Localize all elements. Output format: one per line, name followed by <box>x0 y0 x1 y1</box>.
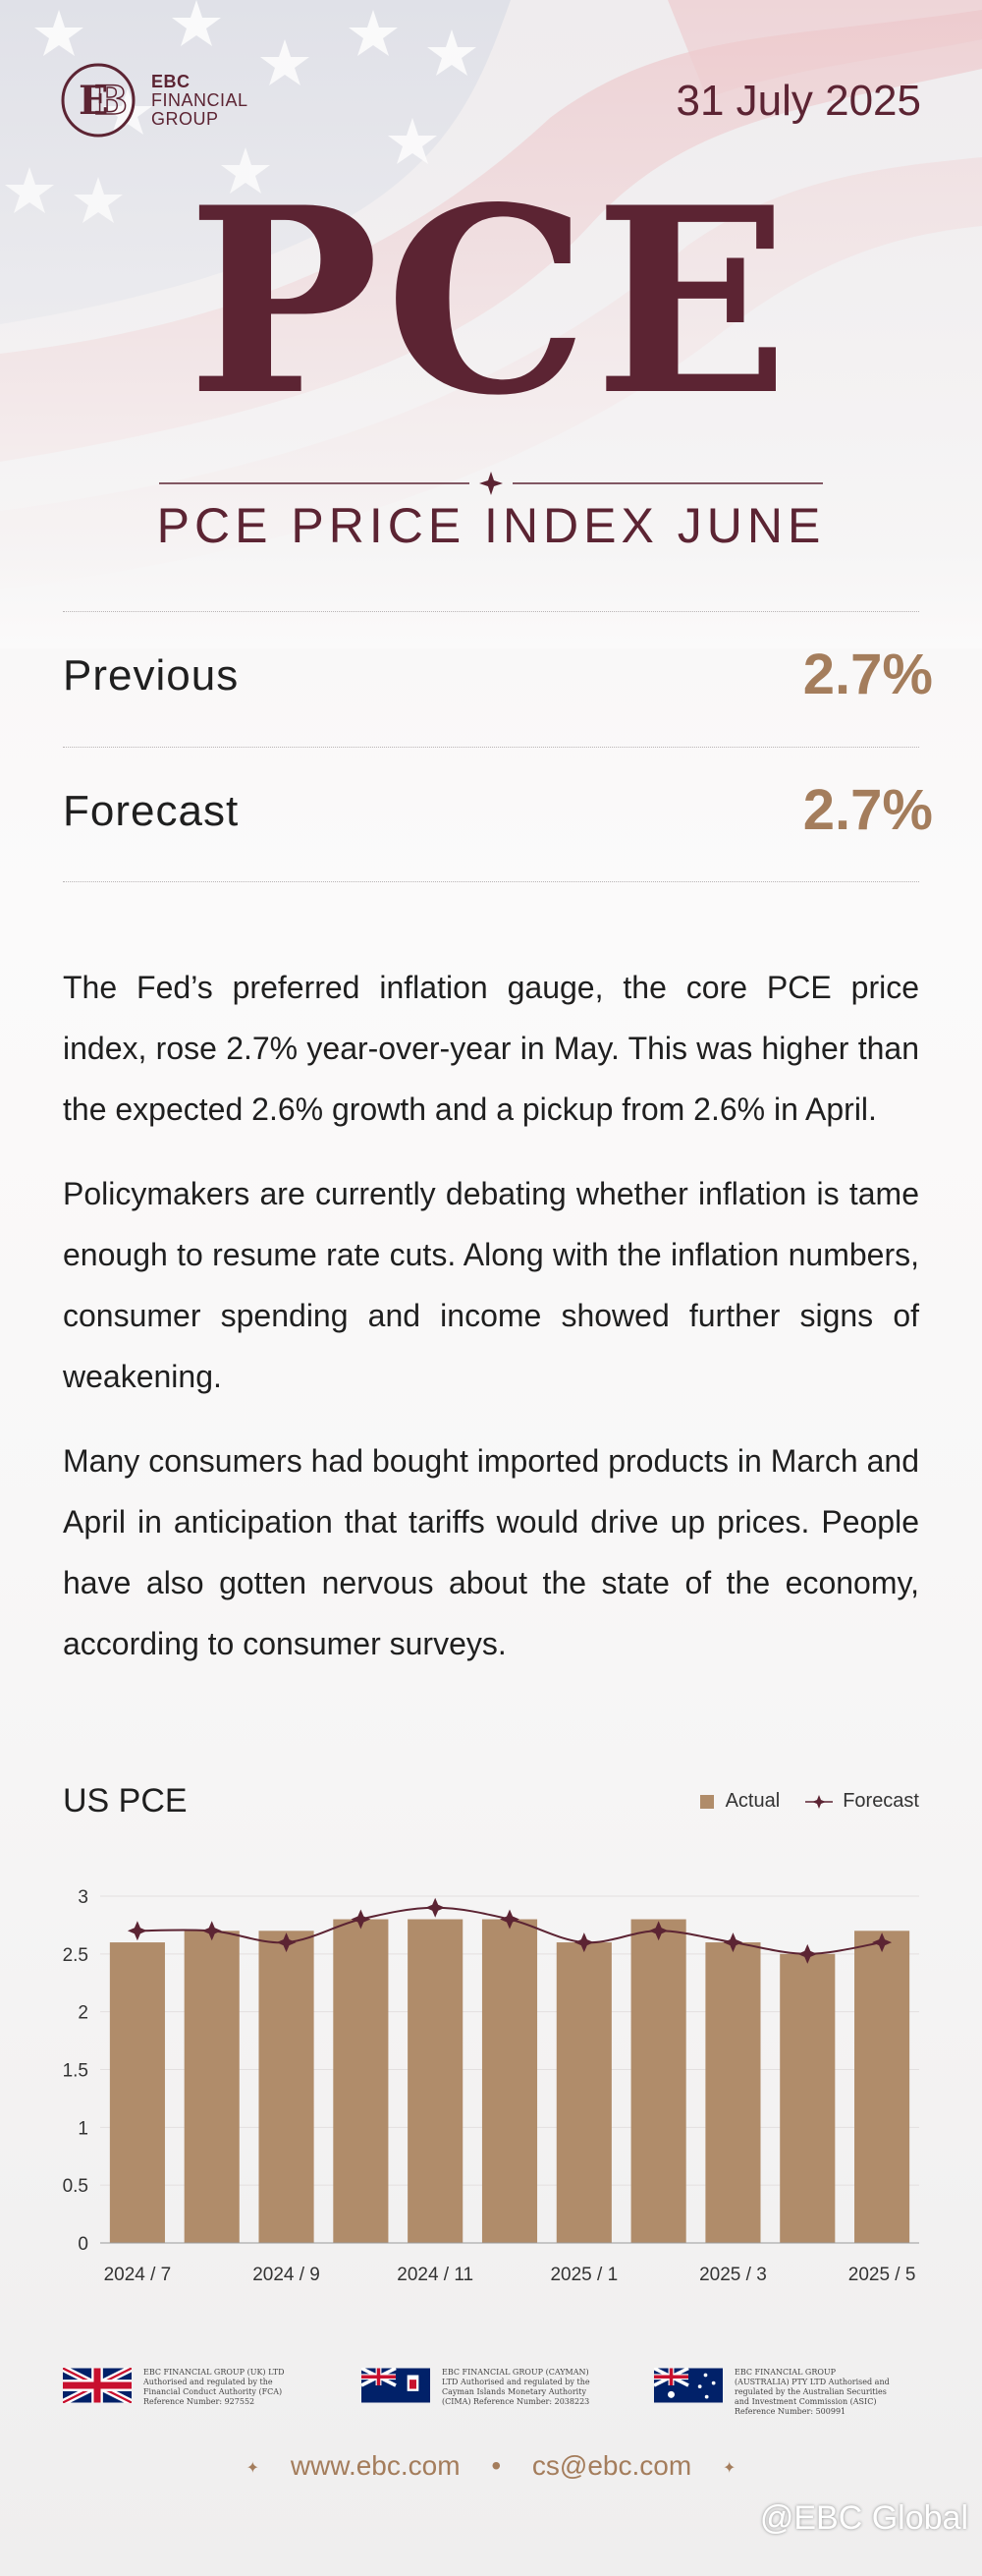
y-tick-label: 0 <box>78 2234 88 2255</box>
x-tick-label: 2024 / 9 <box>252 2265 320 2285</box>
x-tick-label: 2025 / 1 <box>550 2265 618 2285</box>
paragraph: Many consumers had bought imported produ… <box>63 1443 919 1661</box>
regulator-australia: EBC FINANCIAL GROUP (AUSTRALIA) PTY LTD … <box>654 2368 892 2417</box>
y-tick-label: 1 <box>78 2118 88 2139</box>
forecast-point <box>648 1921 669 1941</box>
stat-value: 2.7% <box>802 643 933 706</box>
chart-legend: Actual Forecast <box>675 1790 919 1813</box>
brand-logo: E B EBC FINANCIAL GROUP <box>59 61 248 140</box>
x-tick-label: 2025 / 5 <box>848 2265 916 2285</box>
watermark: @EBC Global <box>759 2499 968 2537</box>
forecast-point <box>351 1909 371 1930</box>
article-body: The Fed’s preferred inflation gauge, the… <box>63 957 919 1698</box>
bar-actual <box>854 1931 910 2243</box>
forecast-point <box>425 1897 446 1918</box>
y-tick-label: 2.5 <box>63 1945 88 1966</box>
sparkle-icon: ✦ <box>722 2459 736 2477</box>
ebc-logo-icon: E B <box>61 63 136 138</box>
page-subtitle: PCE PRICE INDEX JUNE <box>156 498 826 553</box>
regulator-text: EBC FINANCIAL GROUP (CAYMAN) LTD Authori… <box>442 2368 590 2406</box>
forecast-point <box>573 1932 594 1953</box>
brand-line-1: EBC <box>151 71 191 91</box>
bar-actual <box>780 1953 836 2243</box>
x-tick-label: 2025 / 3 <box>699 2265 767 2285</box>
forecast-point <box>276 1932 297 1953</box>
background-flag <box>0 0 982 648</box>
stat-value: 2.7% <box>802 778 933 842</box>
forecast-point <box>500 1909 519 1930</box>
us-pce-chart: 0 0.5 1 1.5 2 2.5 3 2024 / 7 2024 / 9 2024 / 11 20… <box>63 1887 919 2285</box>
paragraph: The Fed’s preferred inflation gauge, the… <box>63 970 919 1127</box>
stat-row-forecast: Forecast 2.7% <box>63 747 933 882</box>
brand-name: EBC FINANCIAL GROUP <box>151 71 248 129</box>
legend-item-actual: Actual <box>699 1790 781 1813</box>
forecast-point <box>723 1932 743 1953</box>
forecast-point <box>201 1921 222 1941</box>
website-link[interactable]: www.ebc.com <box>290 2450 461 2481</box>
legend-item-forecast: Forecast <box>805 1790 919 1813</box>
regulator-text: EBC FINANCIAL GROUP (AUSTRALIA) PTY LTD … <box>735 2368 890 2416</box>
stat-label: Previous <box>63 651 240 700</box>
forecast-point <box>127 1921 147 1941</box>
bar-actual <box>630 1919 686 2243</box>
y-tick-label: 0.5 <box>63 2176 88 2197</box>
legend-swatch-actual <box>699 1794 714 1809</box>
svg-text:B: B <box>94 78 128 124</box>
report-date: 31 July 2025 <box>676 77 921 125</box>
cayman-flag-icon <box>361 2368 430 2403</box>
footer: ✦ www.ebc.com • cs@ebc.com ✦ <box>0 2450 982 2482</box>
bar-actual <box>556 1942 612 2243</box>
brand-line-2: FINANCIAL <box>151 89 248 110</box>
bar-actual <box>184 1931 240 2243</box>
regulator-uk: EBC FINANCIAL GROUP (UK) LTD Authorised … <box>63 2368 300 2407</box>
bar-actual <box>408 1919 464 2243</box>
stat-label: Forecast <box>63 787 240 835</box>
bar-actual <box>109 1942 165 2243</box>
legend-forecast-icon <box>805 1794 834 1809</box>
chart-title: US PCE <box>63 1782 188 1820</box>
brand-line-3: GROUP <box>151 108 219 129</box>
forecast-point <box>872 1932 893 1953</box>
regulators: EBC FINANCIAL GROUP (UK) LTD Authorised … <box>0 2368 982 2427</box>
regulator-cayman: EBC FINANCIAL GROUP (CAYMAN) LTD Authori… <box>361 2368 599 2407</box>
svg-text:E: E <box>79 78 109 124</box>
bar-actual <box>705 1942 761 2243</box>
stat-row-previous: Previous 2.7% <box>63 611 933 747</box>
sparkle-icon: ✦ <box>246 2459 260 2477</box>
x-tick-label: 2024 / 11 <box>397 2265 473 2285</box>
bar-actual <box>333 1919 389 2243</box>
uk-flag-icon <box>63 2368 132 2403</box>
legend-label: Forecast <box>843 1790 919 1812</box>
y-tick-label: 3 <box>78 1887 88 1908</box>
title-divider <box>159 472 823 495</box>
paragraph: Policymakers are currently debating whet… <box>63 1176 919 1394</box>
email-link[interactable]: cs@ebc.com <box>531 2450 692 2481</box>
regulator-text: EBC FINANCIAL GROUP (UK) LTD Authorised … <box>143 2368 285 2406</box>
bar-actual <box>481 1919 538 2243</box>
separator-dot-icon: • <box>491 2450 502 2481</box>
sparkle-icon <box>479 472 503 495</box>
forecast-point <box>797 1943 818 1964</box>
y-tick-label: 1.5 <box>63 2061 88 2082</box>
legend-label: Actual <box>725 1790 781 1812</box>
page-title: PCE <box>187 152 795 452</box>
bar-actual <box>258 1931 314 2243</box>
australia-flag-icon <box>654 2368 723 2403</box>
y-tick-label: 2 <box>78 2003 88 2024</box>
x-tick-label: 2024 / 7 <box>104 2265 172 2285</box>
